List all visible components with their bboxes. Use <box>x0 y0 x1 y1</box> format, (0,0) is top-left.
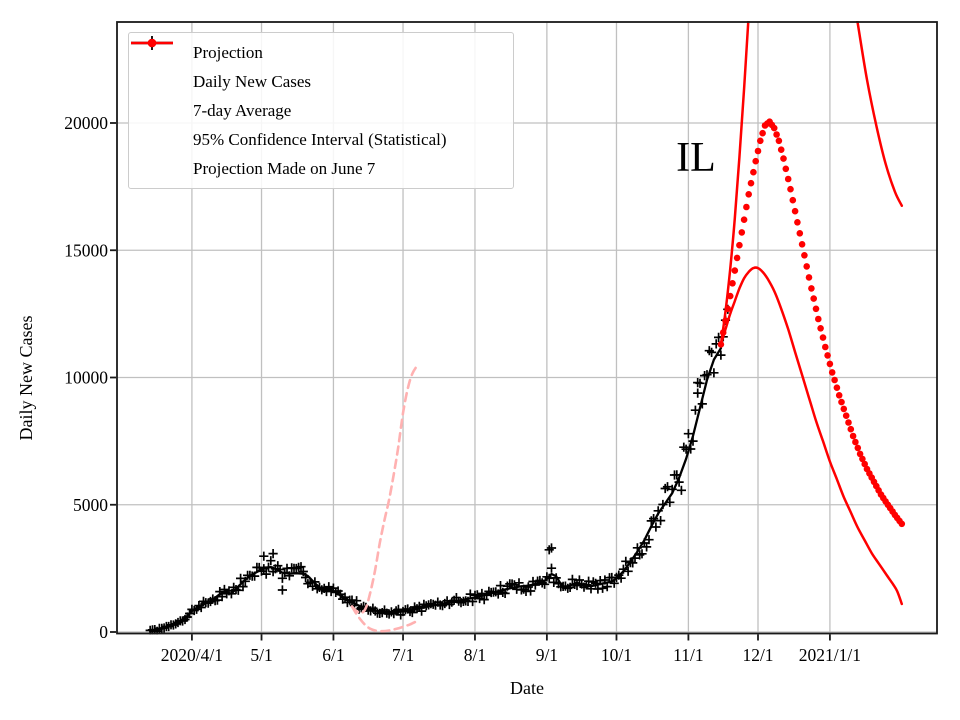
legend: Projection Daily New Cases 7-day Average 95… <box>128 32 514 189</box>
projection-dot <box>808 285 815 292</box>
projection-dot <box>852 438 859 446</box>
projection-dot <box>849 432 857 440</box>
projection-dot <box>736 241 743 249</box>
projection-dot <box>747 179 755 187</box>
legend-row-7-day-average: 7-day Average <box>129 41 513 125</box>
projection-dot <box>731 267 739 274</box>
legend-label: 7-day Average <box>193 100 292 120</box>
legend-label: 95% Confidence Interval (Statistical) <box>193 129 447 149</box>
projection-dot <box>817 325 824 332</box>
legend-row-95-confidence-interval-statistical: 95% Confidence Interval (Statistical) <box>129 38 513 154</box>
projection-dot <box>798 241 806 248</box>
projection-dot <box>745 191 752 198</box>
legend-row-projection-made-on-june-7: Projection Made on June 7 <box>129 41 513 183</box>
projection-dot <box>754 147 762 155</box>
x-tick-label: 2021/1/1 <box>799 645 861 665</box>
projection-dot <box>810 295 817 302</box>
series-projection-made-on-june-7-upper <box>350 363 420 615</box>
projection-dot <box>789 196 797 204</box>
projection-dot <box>847 425 855 433</box>
x-tick-label: 10/1 <box>601 645 632 665</box>
legend-row-projection: Projection <box>129 38 513 67</box>
state-annotation: IL <box>676 135 716 181</box>
series-projection-made-on-june-7-lower <box>350 605 419 633</box>
projection-dot <box>787 185 794 193</box>
projection-dot <box>838 398 845 406</box>
projection-dot <box>824 352 831 359</box>
projection-dot <box>743 203 750 211</box>
x-tick-label: 8/1 <box>464 645 486 665</box>
projection-dot <box>835 392 843 399</box>
projection-dot <box>757 137 764 145</box>
projection-dot <box>805 274 813 281</box>
projection-dot <box>856 450 864 458</box>
projection-dot <box>831 376 838 384</box>
legend-label: Daily New Cases <box>193 71 312 91</box>
projection-dot <box>840 405 848 413</box>
y-tick-label: 10000 <box>64 368 108 388</box>
y-tick-label: 20000 <box>64 113 108 133</box>
projection-dot <box>773 131 780 138</box>
x-tick-label: 2020/4/1 <box>161 645 223 665</box>
projection-dot <box>842 412 850 420</box>
x-tick-label: 7/1 <box>392 645 414 665</box>
projection-dot <box>854 444 862 452</box>
projection-dot <box>801 252 808 259</box>
projection-dot <box>794 219 801 226</box>
projection-dot <box>845 419 852 426</box>
x-tick-label: 11/1 <box>673 645 703 665</box>
grid-layer <box>117 22 937 634</box>
projection-dot <box>733 254 741 262</box>
projection-dot <box>777 146 785 153</box>
projection-dot <box>750 168 757 176</box>
series-95-confidence-interval-upper <box>719 21 904 346</box>
projection-dot <box>819 334 827 341</box>
projection-dot <box>822 343 829 351</box>
series-layer <box>145 21 906 635</box>
x-axis-label: Date <box>510 678 544 698</box>
series-daily-new-cases <box>145 304 733 635</box>
projection-dot <box>782 165 790 173</box>
projection-dot <box>729 280 736 287</box>
series-95-confidence-interval-lower <box>719 266 904 606</box>
projection-dot <box>812 305 820 313</box>
legend-label: Projection <box>193 42 263 62</box>
x-tick-label: 6/1 <box>322 645 344 665</box>
axes-layer: 2020/4/1 5/1 6/1 7/1 8/1 9/1 10/1 11/1 12/1 2021/… <box>64 113 861 665</box>
x-tick-label: 5/1 <box>250 645 272 665</box>
projection-dot <box>796 230 804 237</box>
projection-dot <box>775 137 783 145</box>
projection-dot <box>859 455 866 463</box>
y-tick-label: 0 <box>99 622 108 642</box>
projection-dot <box>738 229 746 236</box>
x-tick-label: 12/1 <box>742 645 773 665</box>
x-tick-label: 9/1 <box>536 645 558 665</box>
projection-dot <box>780 155 787 162</box>
legend-row-daily-new-cases: Daily New Cases <box>129 36 513 96</box>
plot-border <box>116 21 938 635</box>
projection-dot <box>815 315 822 323</box>
projection-dot <box>752 157 759 165</box>
y-tick-label: 15000 <box>64 240 108 260</box>
projection-dot <box>770 124 778 132</box>
projection-dot <box>828 369 836 376</box>
series-projection <box>717 118 906 528</box>
projection-dot <box>740 216 748 223</box>
projection-dot <box>791 207 799 215</box>
projection-dot <box>833 384 841 392</box>
y-tick-label: 5000 <box>73 495 108 515</box>
projection-dot <box>759 129 766 137</box>
projection-dot <box>784 175 792 183</box>
projection-dot <box>861 460 868 468</box>
projection-dot <box>803 263 810 270</box>
legend-label: Projection Made on June 7 <box>193 158 376 178</box>
projection-dot <box>898 520 906 528</box>
y-axis-label: Daily New Cases <box>16 316 36 441</box>
projection-dot <box>826 360 834 368</box>
